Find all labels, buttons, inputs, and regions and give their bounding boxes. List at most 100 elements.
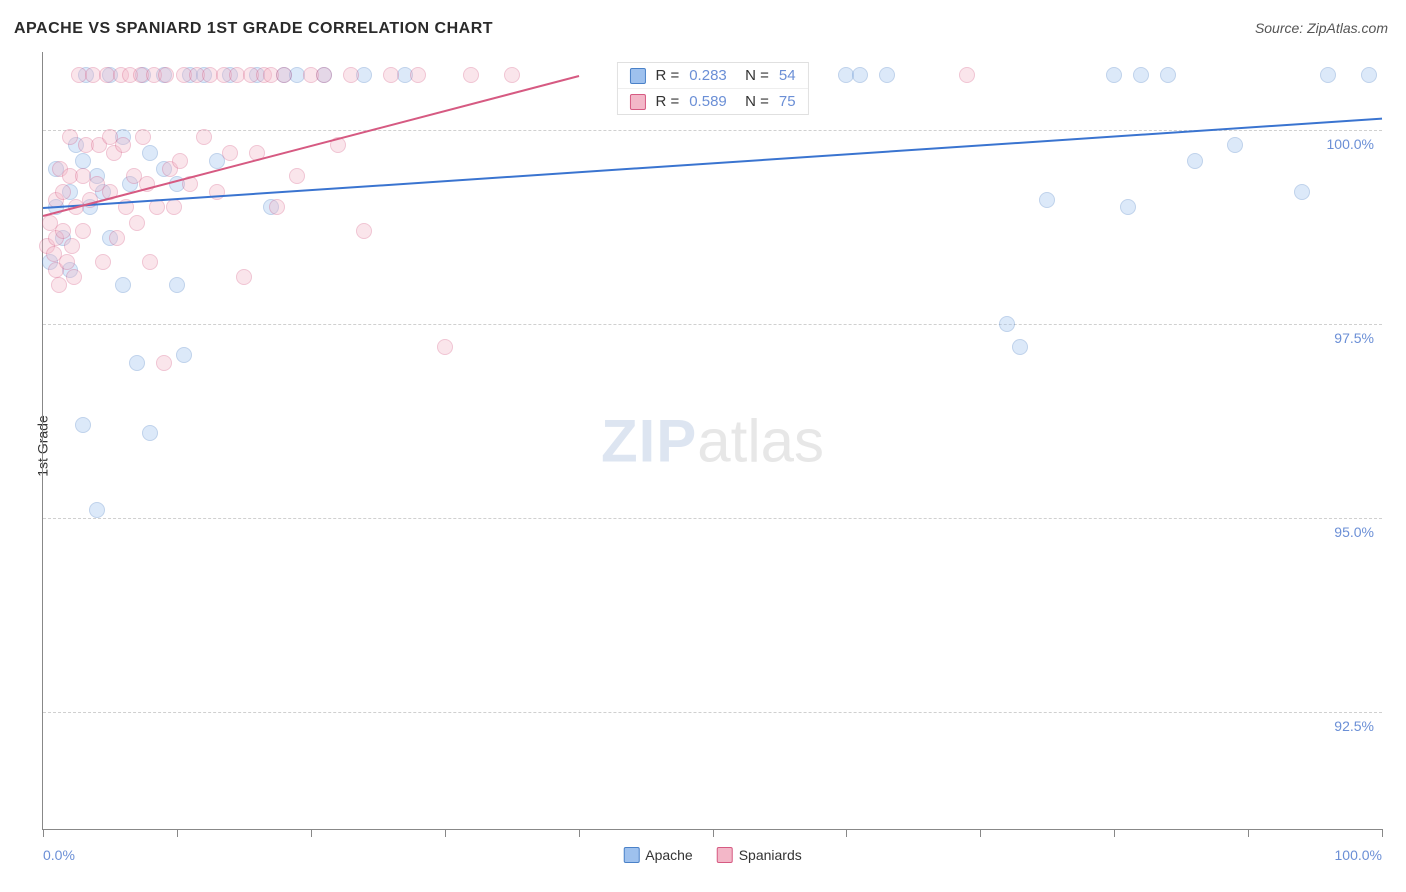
data-point-apache <box>1120 199 1136 215</box>
x-tick <box>980 829 981 837</box>
data-point-apache <box>1361 67 1377 83</box>
data-point-apache <box>75 417 91 433</box>
watermark-atlas: atlas <box>697 407 824 474</box>
legend-swatch-apache <box>629 68 645 84</box>
data-point-spaniards <box>222 145 238 161</box>
data-point-apache <box>1012 339 1028 355</box>
data-point-apache <box>1187 153 1203 169</box>
data-point-spaniards <box>135 129 151 145</box>
data-point-spaniards <box>156 355 172 371</box>
legend-n-value-spaniards: 75 <box>779 93 796 110</box>
data-point-apache <box>176 347 192 363</box>
data-point-spaniards <box>463 67 479 83</box>
data-point-apache <box>1106 67 1122 83</box>
data-point-spaniards <box>383 67 399 83</box>
legend-row-spaniards: R = 0.589 N = 75 <box>617 89 807 114</box>
data-point-apache <box>129 355 145 371</box>
data-point-spaniards <box>51 277 67 293</box>
data-point-apache <box>142 425 158 441</box>
legend-n-label: N = <box>737 93 769 110</box>
data-point-apache <box>169 277 185 293</box>
data-point-spaniards <box>356 223 372 239</box>
data-point-spaniards <box>158 67 174 83</box>
legend-r-label: R = <box>655 93 679 110</box>
data-point-apache <box>879 67 895 83</box>
x-tick <box>311 829 312 837</box>
chart-container: APACHE VS SPANIARD 1ST GRADE CORRELATION… <box>0 0 1406 892</box>
correlation-legend: R = 0.283 N = 54 R = 0.589 N = 75 <box>616 62 808 115</box>
data-point-apache <box>89 502 105 518</box>
x-tick <box>1114 829 1115 837</box>
x-tick <box>713 829 714 837</box>
data-point-spaniards <box>75 223 91 239</box>
data-point-spaniards <box>85 67 101 83</box>
legend-swatch-spaniards <box>629 94 645 110</box>
data-point-spaniards <box>59 254 75 270</box>
chart-title: APACHE VS SPANIARD 1ST GRADE CORRELATION… <box>14 20 493 38</box>
data-point-spaniards <box>115 137 131 153</box>
x-tick <box>1248 829 1249 837</box>
data-point-apache <box>1160 67 1176 83</box>
x-tick <box>1382 829 1383 837</box>
data-point-spaniards <box>437 339 453 355</box>
x-tick <box>177 829 178 837</box>
gridline <box>43 518 1382 519</box>
data-point-apache <box>1039 192 1055 208</box>
legend-r-value-spaniards: 0.589 <box>689 93 727 110</box>
x-axis-min-label: 0.0% <box>43 847 75 863</box>
x-tick <box>43 829 44 837</box>
data-point-apache <box>1294 184 1310 200</box>
plot-area: ZIPatlas R = 0.283 N = 54 R = 0.589 N = … <box>42 52 1382 830</box>
data-point-spaniards <box>172 153 188 169</box>
legend-r-label: R = <box>655 67 679 84</box>
series-legend: Apache Spaniards <box>623 847 802 863</box>
legend-row-apache: R = 0.283 N = 54 <box>617 63 807 89</box>
legend-swatch-apache <box>623 847 639 863</box>
data-point-spaniards <box>55 223 71 239</box>
data-point-spaniards <box>62 129 78 145</box>
data-point-apache <box>852 67 868 83</box>
data-point-spaniards <box>95 254 111 270</box>
legend-item-spaniards: Spaniards <box>717 847 802 863</box>
legend-n-label: N = <box>737 67 769 84</box>
gridline <box>43 712 1382 713</box>
legend-label-apache: Apache <box>645 847 692 863</box>
legend-swatch-spaniards <box>717 847 733 863</box>
data-point-spaniards <box>55 184 71 200</box>
data-point-spaniards <box>166 199 182 215</box>
data-point-apache <box>1133 67 1149 83</box>
legend-n-value-apache: 54 <box>779 67 796 84</box>
x-axis-max-label: 100.0% <box>1335 847 1382 863</box>
y-tick-label: 92.5% <box>1334 718 1374 734</box>
y-tick-label: 100.0% <box>1327 136 1374 152</box>
data-point-spaniards <box>142 254 158 270</box>
watermark: ZIPatlas <box>601 406 824 475</box>
data-point-spaniards <box>410 67 426 83</box>
data-point-spaniards <box>236 269 252 285</box>
y-tick-label: 95.0% <box>1334 524 1374 540</box>
x-tick <box>846 829 847 837</box>
data-point-spaniards <box>289 168 305 184</box>
legend-label-spaniards: Spaniards <box>739 847 802 863</box>
gridline <box>43 324 1382 325</box>
x-tick <box>445 829 446 837</box>
data-point-spaniards <box>269 199 285 215</box>
data-point-apache <box>1320 67 1336 83</box>
x-tick <box>579 829 580 837</box>
data-point-spaniards <box>276 67 292 83</box>
source-label: Source: ZipAtlas.com <box>1255 20 1388 36</box>
legend-item-apache: Apache <box>623 847 692 863</box>
data-point-spaniards <box>129 215 145 231</box>
data-point-spaniards <box>66 269 82 285</box>
data-point-apache <box>115 277 131 293</box>
data-point-spaniards <box>64 238 80 254</box>
watermark-zip: ZIP <box>601 407 697 474</box>
data-point-apache <box>142 145 158 161</box>
data-point-apache <box>999 316 1015 332</box>
data-point-spaniards <box>109 230 125 246</box>
data-point-apache <box>75 153 91 169</box>
data-point-spaniards <box>316 67 332 83</box>
data-point-spaniards <box>504 67 520 83</box>
data-point-spaniards <box>343 67 359 83</box>
y-tick-label: 97.5% <box>1334 330 1374 346</box>
